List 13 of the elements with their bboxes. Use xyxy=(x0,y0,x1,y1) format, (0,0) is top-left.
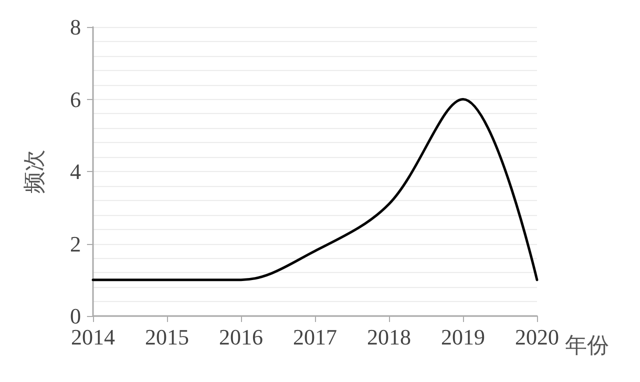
line-series xyxy=(92,98,538,282)
y-axis-title: 频次 xyxy=(22,150,46,194)
x-tick-label: 2016 xyxy=(219,324,263,350)
x-tick-label: 2019 xyxy=(441,324,485,350)
y-tick-label: 2 xyxy=(70,231,81,256)
y-tick-label: 4 xyxy=(70,159,81,184)
y-tick-label: 8 xyxy=(70,14,81,40)
x-tick-label: 2018 xyxy=(367,324,411,350)
y-tick-label: 6 xyxy=(70,86,81,112)
x-axis-title: 年份 xyxy=(564,332,609,358)
x-tick-label: 2017 xyxy=(293,324,337,350)
x-tick-label: 2020 xyxy=(515,324,559,350)
x-tick-label: 2015 xyxy=(145,324,189,350)
